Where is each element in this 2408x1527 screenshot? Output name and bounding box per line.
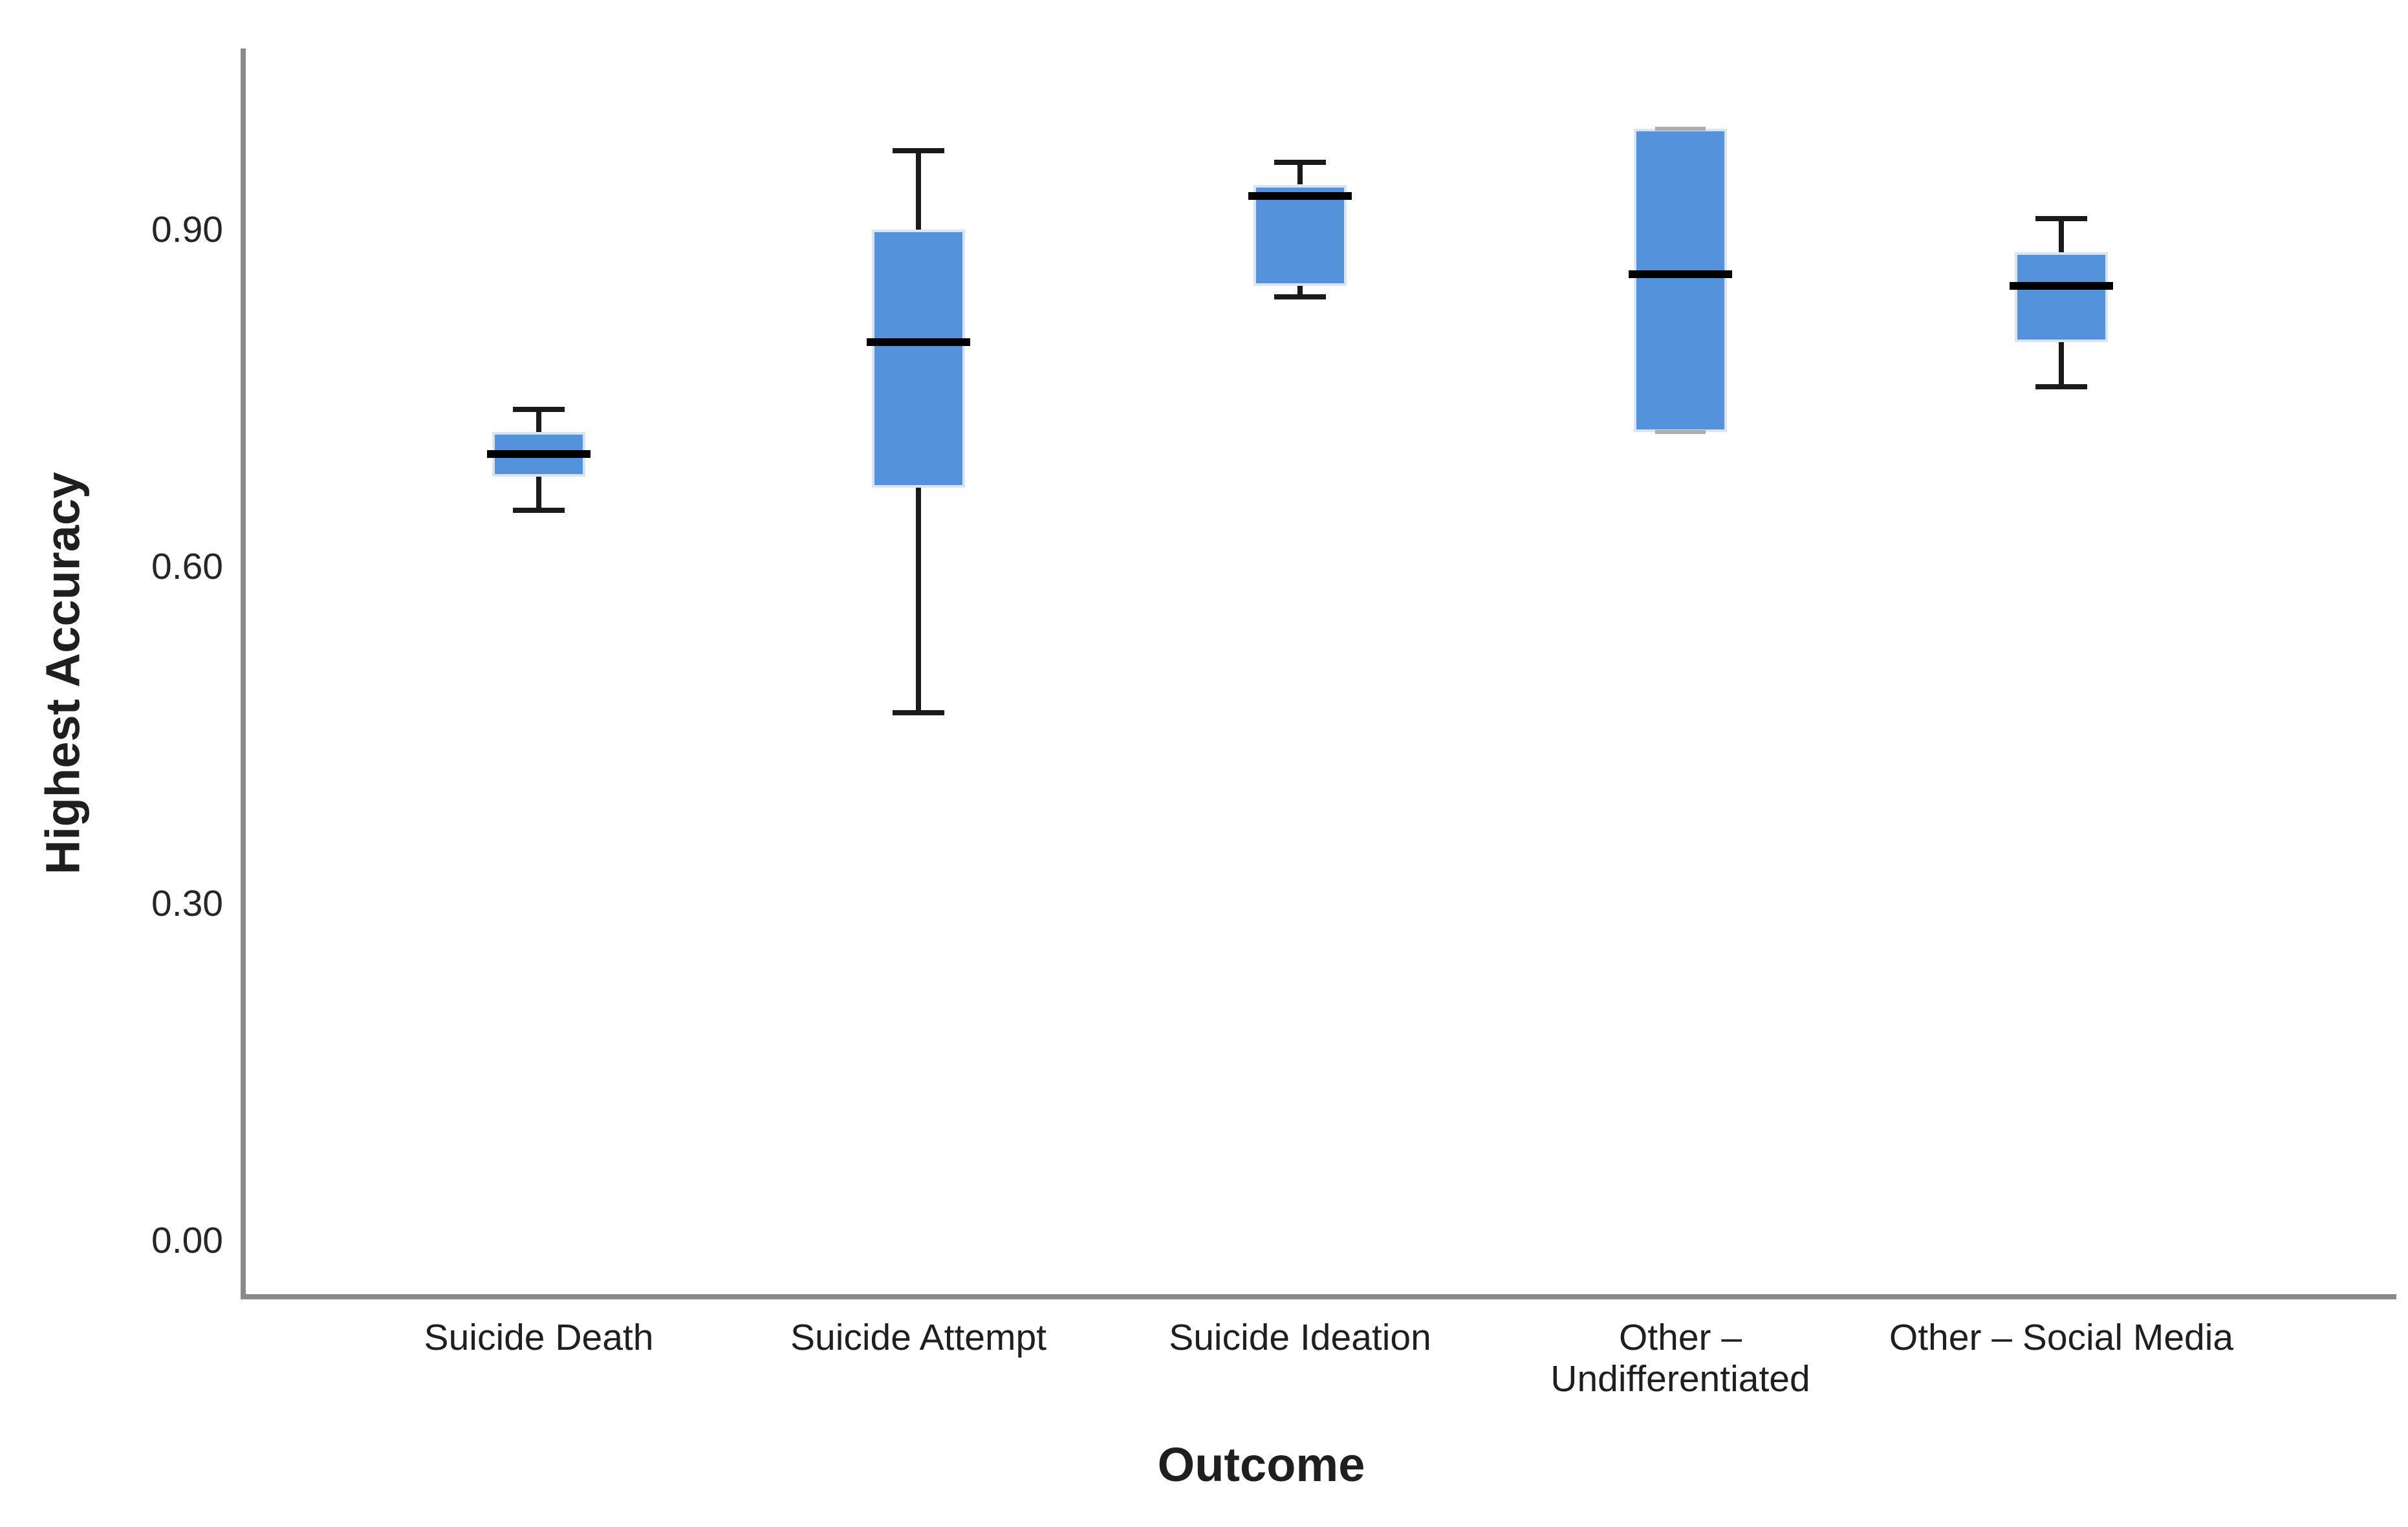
median-line	[867, 338, 970, 346]
median-line	[1248, 191, 1352, 200]
iqr-box	[872, 229, 965, 488]
lower-whisker-cap	[1274, 294, 1326, 300]
y-tick-label: 0.30	[151, 882, 223, 924]
upper-whisker-line	[2059, 218, 2064, 252]
y-tick-label: 0.60	[151, 545, 223, 587]
upper-whisker-line	[1297, 162, 1303, 185]
lower-whisker-line	[2059, 341, 2064, 387]
upper-whisker-line	[916, 151, 921, 230]
upper-whisker-cap	[893, 148, 944, 154]
upper-whisker-cap	[2035, 215, 2087, 221]
y-tick-label: 0.90	[151, 208, 223, 250]
category-label: Other – Undifferentiated	[1550, 1317, 1810, 1400]
iqr-box	[1634, 128, 1727, 432]
y-axis-title: Highest Accuracy	[36, 471, 90, 875]
median-line	[1629, 270, 1732, 279]
lower-whisker-line	[536, 477, 541, 511]
upper-whisker-line	[536, 409, 541, 432]
lower-whisker-cap	[513, 508, 565, 514]
iqr-box	[1253, 184, 1347, 286]
lower-whisker-line	[1297, 285, 1303, 298]
lower-whisker-cap	[2035, 384, 2087, 390]
lower-whisker-cap	[893, 709, 944, 715]
category-label: Suicide Death	[424, 1317, 654, 1358]
upper-whisker-cap	[1274, 159, 1326, 165]
x-axis-title: Outcome	[1157, 1438, 1365, 1491]
upper-whisker-cap	[513, 406, 565, 412]
lower-whisker-line	[916, 488, 921, 713]
iqr-box	[2015, 252, 2108, 342]
upper-whisker-cap	[1655, 126, 1706, 131]
lower-whisker-cap	[1655, 429, 1706, 434]
category-label: Other – Social Media	[1889, 1317, 2234, 1358]
y-axis-line	[241, 49, 246, 1299]
category-label: Suicide Ideation	[1169, 1317, 1431, 1358]
y-tick-label: 0.00	[151, 1220, 223, 1261]
category-label: Suicide Attempt	[790, 1317, 1047, 1358]
median-line	[2010, 281, 2113, 290]
x-axis-line	[241, 1294, 2396, 1299]
median-line	[487, 450, 591, 459]
